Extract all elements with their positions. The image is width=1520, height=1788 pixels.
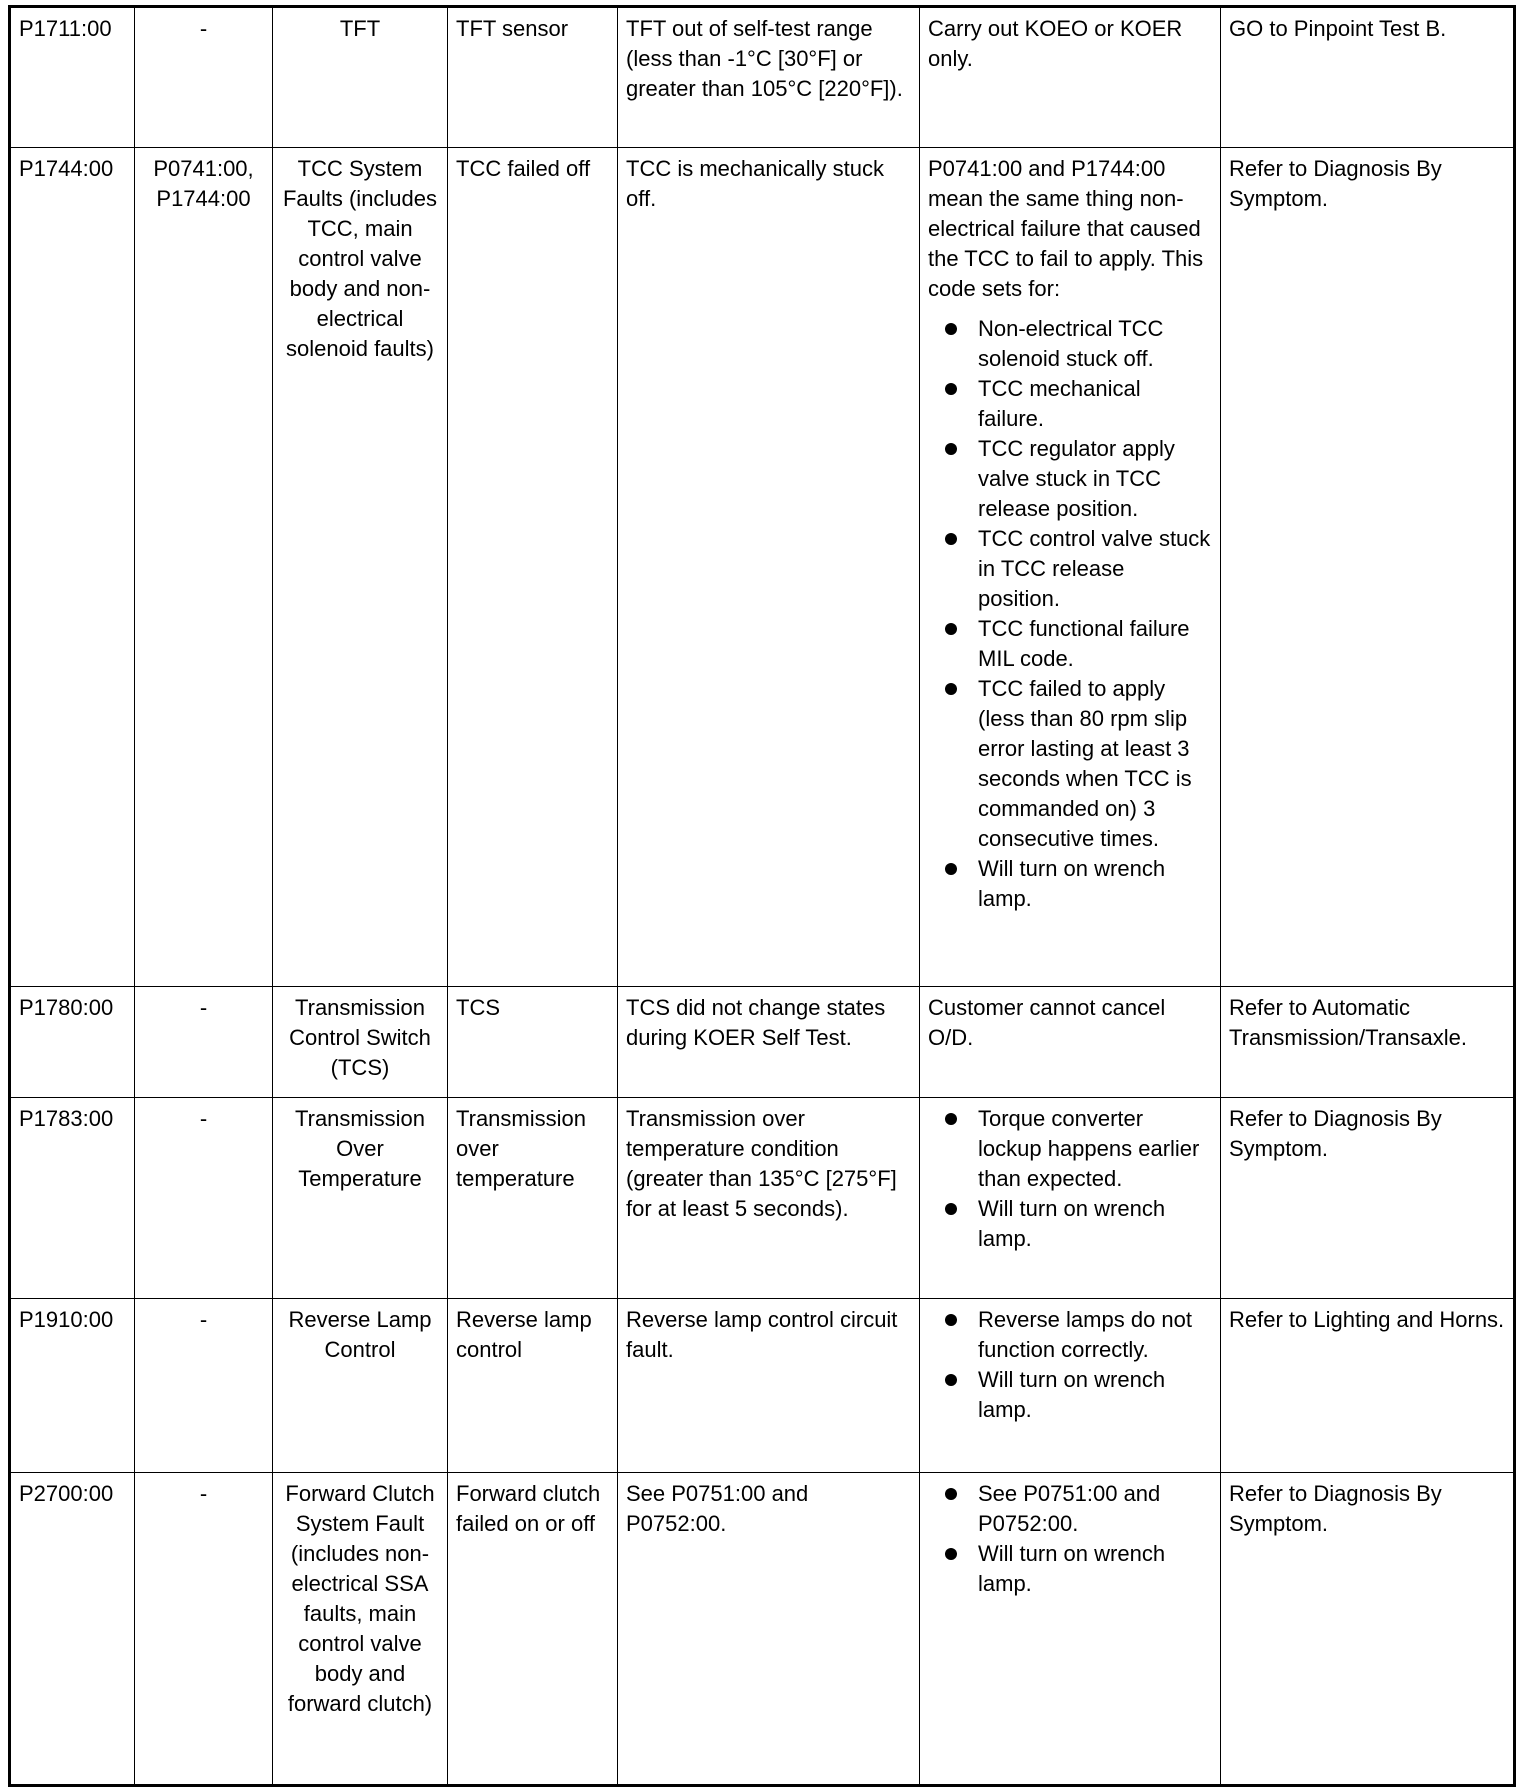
related-codes-cell: - [134,1097,273,1299]
notes-text: Carry out KOEO or KOER only. [928,16,1183,71]
action-cell: GO to Pinpoint Test B. [1220,6,1515,148]
related-codes-cell: - [134,1298,273,1473]
component-cell: TCC failed off [447,147,618,987]
notes-cell: P0741:00 and P1744:00 mean the same thin… [919,147,1221,987]
table-row: P1910:00- Reverse Lamp Control Reverse lam… [9,1298,1515,1473]
dtc-code-cell: P1780:00 [9,986,135,1098]
dtc-table: P1711:00- TFT TFT sensor TFT out of self-te… [8,5,1516,1787]
condition-cell: See P0751:00 and P0752:00. [617,1472,920,1786]
bullet-item: Will turn on wrench lamp. [945,1194,1212,1254]
notes-cell: Reverse lamps do not function correctly.… [919,1298,1221,1473]
dtc-code-cell: P1744:00 [9,147,135,987]
related-codes-cell: - [134,986,273,1098]
bullet-item: TCC control valve stuck in TCC release p… [945,524,1212,614]
component-cell: Reverse lamp control [447,1298,618,1473]
bullet-item: Reverse lamps do not function correctly. [945,1305,1212,1365]
system-cell: TCC System Faults (includes TCC, main co… [272,147,448,987]
notes-bullet-list: Non-electrical TCC solenoid stuck off. TC… [928,314,1212,914]
component-cell: TFT sensor [447,6,618,148]
table-row: P1783:00- Transmission Over Temperature Tr… [9,1097,1515,1299]
condition-cell: TCC is mechanically stuck off. [617,147,920,987]
component-cell: Transmission over temperature [447,1097,618,1299]
bullet-item: TCC failed to apply (less than 80 rpm sl… [945,674,1212,854]
action-cell: Refer to Diagnosis By Symptom. [1220,147,1515,987]
bullet-item: Will turn on wrench lamp. [945,854,1212,914]
table-row: P2700:00- Forward Clutch System Fault (in… [9,1472,1515,1786]
bullet-item: Will turn on wrench lamp. [945,1365,1212,1425]
notes-bullet-list: See P0751:00 and P0752:00. Will turn on w… [928,1479,1212,1599]
table-row: P1780:00- Transmission Control Switch (TC… [9,986,1515,1098]
system-cell: Forward Clutch System Fault (includes no… [272,1472,448,1786]
component-cell: Forward clutch failed on or off [447,1472,618,1786]
notes-cell: Carry out KOEO or KOER only. [919,6,1221,148]
table-row: P1744:00 P0741:00, P1744:00 TCC System Fau… [9,147,1515,987]
system-cell: Transmission Control Switch (TCS) [272,986,448,1098]
bullet-item: Non-electrical TCC solenoid stuck off. [945,314,1212,374]
condition-cell: Transmission over temperature condition … [617,1097,920,1299]
system-cell: TFT [272,6,448,148]
system-cell: Reverse Lamp Control [272,1298,448,1473]
condition-cell: TCS did not change states during KOER Se… [617,986,920,1098]
table-row: P1711:00- TFT TFT sensor TFT out of self-te… [9,6,1515,148]
notes-cell: Customer cannot cancel O/D. [919,986,1221,1098]
condition-cell: Reverse lamp control circuit fault. [617,1298,920,1473]
related-codes-cell: - [134,1472,273,1786]
dtc-code-cell: P1711:00 [9,6,135,148]
bullet-item: Will turn on wrench lamp. [945,1539,1212,1599]
component-cell: TCS [447,986,618,1098]
notes-bullet-list: Reverse lamps do not function correctly.… [928,1305,1212,1425]
related-codes-cell: P0741:00, P1744:00 [134,147,273,987]
notes-text: P0741:00 and P1744:00 mean the same thin… [928,156,1204,301]
bullet-item: TCC functional failure MIL code. [945,614,1212,674]
notes-cell: See P0751:00 and P0752:00. Will turn on w… [919,1472,1221,1786]
related-codes-cell: - [134,6,273,148]
bullet-item: TCC mechanical failure. [945,374,1212,434]
bullet-item: See P0751:00 and P0752:00. [945,1479,1212,1539]
condition-cell: TFT out of self-test range (less than -1… [617,6,920,148]
action-cell: Refer to Diagnosis By Symptom. [1220,1472,1515,1786]
action-cell: Refer to Lighting and Horns. [1220,1298,1515,1473]
dtc-code-cell: P2700:00 [9,1472,135,1786]
notes-bullet-list: Torque converter lockup happens earlier … [928,1104,1212,1254]
bullet-item: Torque converter lockup happens earlier … [945,1104,1212,1194]
notes-cell: Torque converter lockup happens earlier … [919,1097,1221,1299]
dtc-code-cell: P1783:00 [9,1097,135,1299]
dtc-code-cell: P1910:00 [9,1298,135,1473]
action-cell: Refer to Automatic Transmission/Transaxl… [1220,986,1515,1098]
bullet-item: TCC regulator apply valve stuck in TCC r… [945,434,1212,524]
system-cell: Transmission Over Temperature [272,1097,448,1299]
notes-text: Customer cannot cancel O/D. [928,995,1166,1050]
action-cell: Refer to Diagnosis By Symptom. [1220,1097,1515,1299]
